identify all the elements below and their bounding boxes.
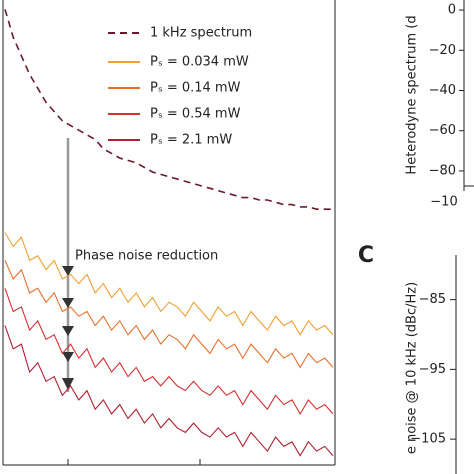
y-tick-label: −95 xyxy=(419,362,446,377)
legend-label: 1 kHz spectrum xyxy=(150,26,252,41)
y-axis-label: e noise @ 10 kHz (dBc/Hz) xyxy=(405,282,420,454)
y-axis-label: Heterodyne spectrum (d xyxy=(405,15,420,174)
series-line xyxy=(4,288,334,415)
arrow-heads xyxy=(62,266,74,390)
series-line xyxy=(4,9,333,210)
y-tick-label: −105 xyxy=(410,432,446,447)
y-tick-label: −20 xyxy=(429,43,456,58)
series-line xyxy=(4,325,334,457)
y-tick-label: −80 xyxy=(429,163,456,178)
x-tick-label: −10 xyxy=(430,195,457,210)
y-tick-label: −40 xyxy=(429,83,456,98)
y-tick-label: 0 xyxy=(448,3,456,18)
series-line xyxy=(4,232,334,336)
legend-label: Pₛ = 0.54 mW xyxy=(150,107,241,122)
legend-label: Pₛ = 2.1 mW xyxy=(150,133,232,148)
legend-label: Pₛ = 0.034 mW xyxy=(150,55,249,70)
panel-label: C xyxy=(358,243,374,268)
annotation: Phase noise reduction xyxy=(75,249,218,264)
y-tick-label: −60 xyxy=(429,123,456,138)
y-tick-label: −85 xyxy=(419,292,446,307)
legend-label: Pₛ = 0.14 mW xyxy=(150,81,241,96)
series-line xyxy=(4,260,334,369)
